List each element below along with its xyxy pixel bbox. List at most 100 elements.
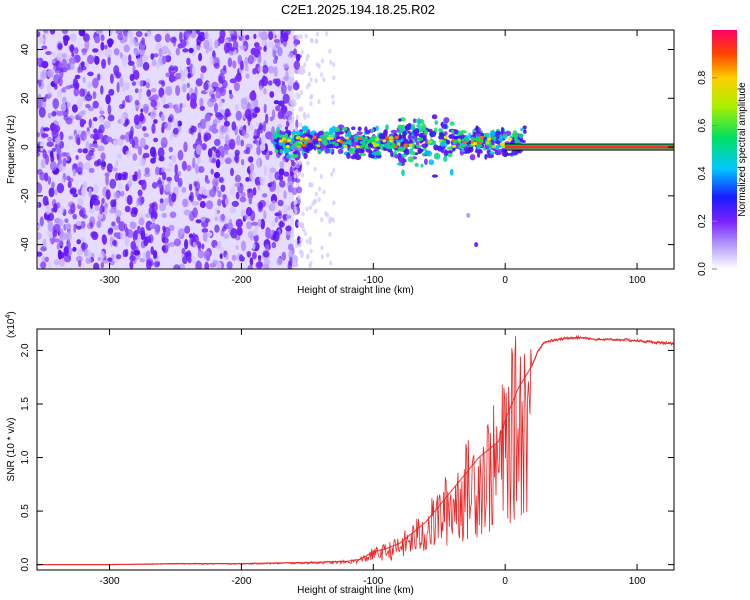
colorbar: 0.0 0.2 0.4 0.6 0.8 Normalized spectral ampl… [697,30,748,276]
signal-peak [499,142,504,146]
signal-blob [495,130,501,136]
signal-peak [501,145,506,149]
noise-blob [149,203,156,208]
noise-blob [229,46,235,52]
noise-blob [100,34,105,42]
noise-blob [75,133,81,145]
noise-blob [217,190,222,198]
noise-blob [252,242,256,250]
noise-blob [60,102,67,112]
signal-peak [301,143,306,147]
noise-blob [314,78,318,84]
noise-blob [154,33,162,43]
noise-blob [247,54,255,65]
noise-blob [184,30,191,39]
noise-blob [90,231,98,239]
signal-blob [522,125,527,130]
signal-blob [475,125,479,132]
noise-blob [191,201,199,206]
signal-blob [326,144,332,149]
noise-blob [220,150,225,158]
noise-blob [39,37,45,44]
signal-blob [460,134,466,139]
noise-blob [162,171,167,181]
noise-blob [165,72,170,78]
noise-blob [332,168,336,173]
noise-blob [224,197,229,206]
noise-blob [45,200,49,206]
noise-blob [139,56,144,68]
noise-blob [294,68,300,75]
noise-blob [301,172,305,178]
noise-blob [39,216,44,227]
noise-blob [298,242,302,248]
heatmap-y-axis-label: Frequency (Hz) [6,115,17,184]
signal-peak [487,137,491,141]
noise-blob [99,205,103,215]
noise-blob [271,220,276,227]
noise-blob [112,139,118,147]
noise-blob [257,46,262,51]
signal-blob [355,147,360,155]
noise-blob [66,175,71,181]
noise-blob [37,224,41,229]
noise-blob [129,36,136,46]
signal-blob [279,149,283,154]
noise-blob [277,46,283,57]
noise-blob [40,158,46,169]
signal-blob [394,154,400,159]
noise-blob [127,180,133,188]
noise-blob [150,99,158,108]
noise-blob [150,246,154,255]
snr-frame [36,328,675,571]
noise-blob [181,247,186,255]
noise-blob [164,184,171,193]
noise-blob [131,81,137,86]
signal-blob [407,134,413,141]
noise-blob [151,59,157,67]
noise-blob [56,202,61,209]
noise-blob [304,33,308,39]
noise-blob [306,254,310,260]
noise-blob [201,243,205,250]
noise-blob [287,184,293,193]
noise-blob [124,32,128,43]
noise-blob [249,163,255,172]
noise-blob [48,187,55,198]
noise-blob [211,158,217,164]
signal-blob [367,142,373,148]
noise-blob [172,118,179,129]
noise-blob [171,155,177,163]
noise-blob [51,147,57,152]
noise-blob [294,239,298,244]
noise-blob [126,194,133,206]
noise-blob [180,83,188,93]
noise-blob [42,127,50,132]
noise-blob [129,94,133,102]
noise-blob [178,263,185,269]
noise-blob [235,191,240,200]
noise-blob [161,55,167,65]
heatmap-plot-area [37,30,674,269]
noise-blob [82,76,86,84]
noise-blob [283,190,287,200]
signal-blob [407,130,411,134]
noise-blob [309,248,313,254]
noise-blob [175,85,181,96]
noise-blob [179,31,183,43]
noise-blob [59,231,67,241]
signal-blob [357,126,362,132]
signal-blob [417,118,421,125]
noise-blob [56,183,65,194]
noise-blob [311,201,315,207]
noise-blob [148,234,154,244]
noise-blob [76,221,82,226]
noise-blob [163,226,171,238]
noise-blob [211,93,216,99]
noise-blob [42,238,47,249]
noise-blob [69,33,77,42]
signal-blob [420,163,424,168]
noise-blob [88,143,93,150]
noise-blob [309,94,313,100]
